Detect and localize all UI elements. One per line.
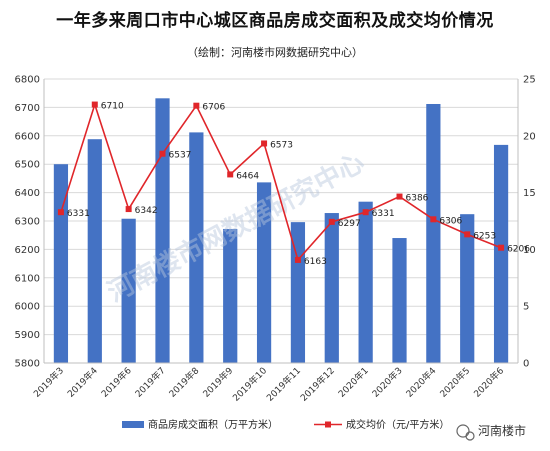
brand-logo: 河南楼市 xyxy=(456,423,526,441)
y-left-tick-label: 6000 xyxy=(15,302,40,313)
x-tick-label: 2019年7 xyxy=(133,365,168,400)
brand-icon xyxy=(456,424,470,438)
bar xyxy=(87,139,102,363)
y-left-tick-label: 6300 xyxy=(15,217,40,228)
line-point xyxy=(294,256,301,263)
data-label: 6331 xyxy=(67,209,90,219)
line-point xyxy=(125,206,132,213)
x-tick-label: 2019年8 xyxy=(166,364,201,399)
line-point xyxy=(464,231,471,238)
data-label: 6297 xyxy=(338,219,361,229)
x-tick-label: 2019年11 xyxy=(264,365,303,404)
bar xyxy=(189,132,204,363)
x-tick-label: 2019年10 xyxy=(230,364,269,403)
x-tick-label: 2019年6 xyxy=(99,364,134,399)
data-label: 6464 xyxy=(236,171,259,181)
bar xyxy=(223,228,238,363)
bar xyxy=(358,201,373,363)
line-point xyxy=(362,209,369,216)
line-point xyxy=(328,218,335,225)
bar xyxy=(392,238,407,363)
line-point xyxy=(261,140,268,147)
legend: 商品房成交面积（万平方米） 成交均价（元/平方米） xyxy=(122,418,449,431)
line-path xyxy=(60,101,502,262)
line-point xyxy=(430,216,437,223)
y-left-tick-label: 6400 xyxy=(15,188,40,199)
bar xyxy=(426,103,441,363)
data-label: 6163 xyxy=(304,257,327,267)
chart-title: 一年多来周口市中心城区商品房成交面积及成交均价情况 xyxy=(56,11,494,31)
x-tick-label: 2020年3 xyxy=(370,365,405,400)
bar xyxy=(155,98,170,363)
x-tick-label: 2020年6 xyxy=(471,364,506,399)
x-tick-label: 2019年9 xyxy=(200,364,235,399)
data-label: 6206 xyxy=(507,245,530,255)
y-right-tick-label: 15 xyxy=(523,188,536,199)
y-right-tick-label: 10 xyxy=(523,245,536,256)
data-label: 6573 xyxy=(270,140,293,150)
x-tick-label: 2020年4 xyxy=(403,364,438,399)
data-label: 6710 xyxy=(101,102,124,112)
line-series: 6331 6710 6342 6537 6706 6464 6573 6163 6297 6331… xyxy=(57,101,530,267)
data-label: 6386 xyxy=(406,194,429,204)
y-left-tick-label: 6200 xyxy=(15,245,40,256)
y-left-tick-label: 6600 xyxy=(15,131,40,142)
data-label: 6331 xyxy=(372,209,395,219)
data-label: 6537 xyxy=(169,151,192,161)
legend-label-bar: 商品房成交面积（万平方米） xyxy=(148,418,278,431)
bar xyxy=(493,144,509,363)
x-tick-label: 2019年4 xyxy=(65,364,100,399)
y-right-tick-label: 20 xyxy=(523,131,536,142)
bar xyxy=(324,213,339,363)
x-tick-label: 2019年12 xyxy=(298,365,337,404)
line-point xyxy=(193,102,200,109)
y-left-tick-label: 5900 xyxy=(15,330,40,341)
line-point xyxy=(159,150,166,157)
bar xyxy=(256,182,272,363)
y-right-tick-label: 25 xyxy=(523,75,536,86)
data-label: 6306 xyxy=(439,216,462,226)
line-point xyxy=(498,244,505,251)
y-left-tick-label: 6500 xyxy=(15,160,40,171)
line-point xyxy=(57,209,64,216)
bar xyxy=(53,164,69,363)
brand-text: 河南楼市 xyxy=(478,423,526,438)
y-left-tick-label: 6700 xyxy=(15,103,40,114)
brand-icon-small xyxy=(465,431,475,441)
line-point xyxy=(396,193,403,200)
bar xyxy=(290,222,306,363)
y-right-tick-label: 0 xyxy=(523,359,529,370)
bar-series xyxy=(53,98,509,363)
legend-swatch-bar xyxy=(122,421,144,428)
y-left-tick-label: 6100 xyxy=(15,273,40,284)
y-left-tick-label: 6800 xyxy=(15,75,40,86)
x-tick-label: 2019年3 xyxy=(31,365,66,400)
y-right-tick-label: 5 xyxy=(523,302,529,313)
chart-subtitle: （绘制：河南楼市网数据研究中心） xyxy=(187,46,363,59)
data-label: 6706 xyxy=(202,103,225,113)
legend-marker-line xyxy=(325,421,331,428)
y-left-tick-label: 5800 xyxy=(15,359,40,370)
legend-label-line: 成交均价（元/平方米） xyxy=(346,418,449,431)
bar xyxy=(460,214,475,363)
bar xyxy=(121,218,136,363)
x-tick-label: 2020年1 xyxy=(336,365,371,400)
x-tick-label: 2020年5 xyxy=(437,365,472,400)
data-label: 6342 xyxy=(135,206,158,216)
line-point xyxy=(91,101,98,108)
line-point xyxy=(227,171,234,178)
data-label: 6253 xyxy=(473,231,496,241)
